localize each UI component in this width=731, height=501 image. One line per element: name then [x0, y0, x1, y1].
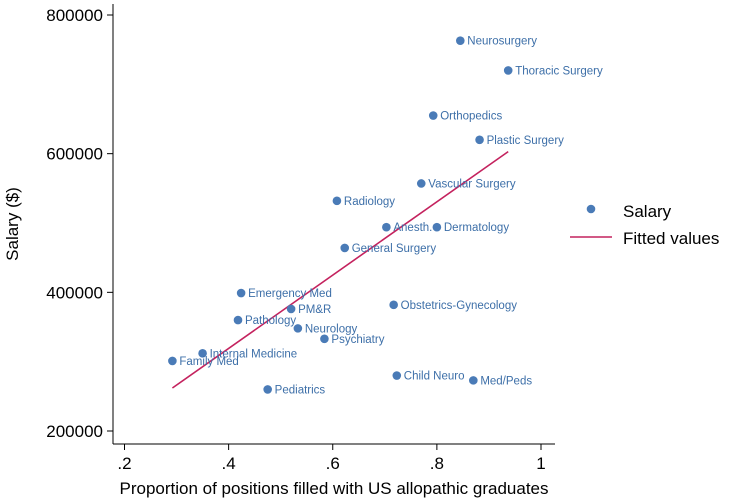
point-label: Pathology: [245, 315, 296, 327]
point-label: Orthopedics: [440, 111, 502, 123]
point-label: Emergency Med: [248, 288, 332, 300]
data-point: [469, 376, 478, 385]
y-tick-label: 200000: [46, 422, 103, 441]
data-point: [382, 222, 391, 232]
point-label: Plastic Surgery: [487, 135, 565, 147]
data-point: [340, 243, 350, 253]
fitted-values-line: [171, 150, 509, 389]
legend-label-fitted: Fitted values: [623, 229, 719, 248]
x-tick-label: 1: [536, 454, 545, 473]
fitted-line-layer: [171, 150, 509, 389]
x-tick-label: .6: [326, 454, 340, 473]
point-label: Anesth.: [393, 222, 432, 234]
data-point: [236, 288, 246, 298]
legend: Salary Fitted values: [570, 202, 719, 248]
point-label: Neurosurgery: [467, 36, 537, 48]
data-point: [293, 324, 303, 333]
point-label: Family Med: [179, 356, 238, 368]
x-tick-label: .2: [117, 454, 131, 473]
y-tick-label: 400000: [46, 283, 103, 302]
point-label: Dermatology: [444, 222, 509, 234]
data-point: [233, 315, 243, 325]
data-point: [332, 196, 342, 206]
point-label: Internal Medicine: [210, 348, 298, 360]
point-label: Child Neuro: [404, 371, 465, 383]
data-point: [416, 179, 426, 188]
data-point: [456, 36, 465, 45]
data-point: [389, 300, 398, 310]
x-tick-label: .4: [222, 454, 236, 473]
points-layer: Neurosurgery Thoracic Surgery Orthopedics P…: [168, 36, 603, 396]
point-label: PM&R: [298, 304, 331, 316]
x-tick-label: .8: [430, 454, 444, 473]
data-point: [168, 356, 177, 366]
point-label: Vascular Surgery: [428, 178, 516, 190]
x-axis-title: Proportion of positions filled with US a…: [119, 479, 548, 498]
data-point: [392, 371, 402, 380]
y-tick-label: 800000: [46, 6, 103, 25]
point-label: Psychiatry: [331, 334, 384, 346]
data-point: [432, 222, 442, 232]
point-label: Neurology: [305, 323, 358, 335]
data-point: [428, 111, 438, 120]
data-point: [263, 385, 272, 394]
legend-label-salary: Salary: [623, 202, 672, 221]
data-point: [503, 66, 513, 75]
point-label: Thoracic Surgery: [515, 65, 603, 77]
data-point: [475, 135, 484, 145]
legend-marker-salary: [586, 204, 596, 214]
point-label: General Surgery: [352, 243, 437, 255]
point-label: Med/Peds: [480, 375, 532, 387]
y-tick-label: 600000: [46, 145, 103, 164]
data-point: [198, 349, 207, 358]
data-point: [320, 334, 329, 344]
y-axis-title: Salary ($): [3, 187, 22, 261]
data-point: [286, 304, 296, 314]
point-label: Obstetrics-Gynecology: [401, 300, 518, 312]
axes: .2 .4 .6 .8 1 200000 400000 600000 800000 Proport…: [3, 4, 555, 498]
point-label: Radiology: [344, 196, 395, 208]
point-label: Pediatrics: [275, 384, 326, 396]
